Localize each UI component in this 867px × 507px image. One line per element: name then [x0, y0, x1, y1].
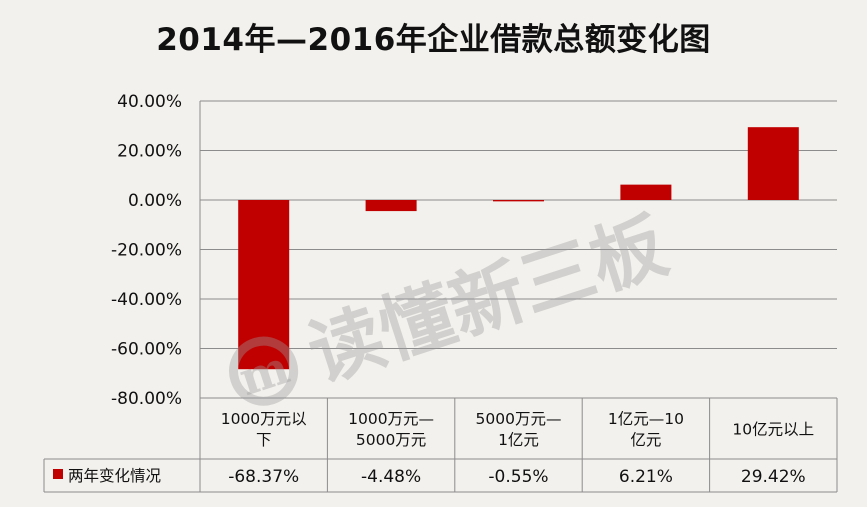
- watermark-text: 读懂新三板: [298, 202, 676, 398]
- x-category-label: 1亿元: [498, 431, 539, 449]
- watermark: m 读懂新三板: [229, 202, 677, 406]
- x-category-label: 10亿元以上: [732, 421, 814, 439]
- y-tick-label: -60.00%: [111, 340, 182, 360]
- y-tick-label: 40.00%: [117, 92, 182, 112]
- bar: [620, 184, 672, 200]
- chart-title: 2014年—2016年企业借款总额变化图: [156, 22, 711, 58]
- bar: [365, 200, 417, 212]
- y-tick-label: -80.00%: [111, 389, 182, 409]
- data-table-value: -0.55%: [488, 467, 548, 487]
- legend-series-label: 两年变化情况: [68, 467, 161, 485]
- x-category-label: 5000万元—: [476, 410, 562, 428]
- y-tick-label: 0.00%: [128, 191, 182, 211]
- bar: [747, 127, 799, 200]
- data-table-value: -68.37%: [228, 467, 299, 487]
- x-category-label: 1000万元以: [221, 410, 307, 428]
- data-table-value: 29.42%: [741, 467, 806, 487]
- y-tick-label: -20.00%: [111, 241, 182, 261]
- bar: [493, 200, 544, 202]
- data-table-value: -4.48%: [361, 467, 421, 487]
- data-table-value: 6.21%: [619, 467, 673, 487]
- y-tick-label: -40.00%: [111, 290, 182, 310]
- x-category-label: 5000万元: [356, 431, 426, 449]
- x-category-label: 亿元: [630, 431, 661, 449]
- x-category-label: 1000万元—: [348, 410, 434, 428]
- x-category-label: 1亿元—10: [608, 410, 684, 428]
- legend-swatch: [53, 469, 63, 479]
- bar: [238, 200, 290, 370]
- y-tick-label: 20.00%: [117, 142, 182, 162]
- x-category-label: 下: [256, 431, 272, 449]
- watermark-logo-icon: [229, 336, 299, 406]
